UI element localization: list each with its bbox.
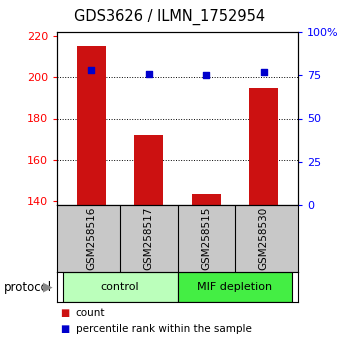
Text: ■: ■ [61, 308, 70, 318]
Text: MIF depletion: MIF depletion [197, 282, 272, 292]
Bar [177, 272, 292, 302]
Text: protocol: protocol [3, 280, 52, 293]
Text: GSM258516: GSM258516 [86, 207, 97, 270]
Text: GSM258517: GSM258517 [144, 207, 154, 270]
Bar [63, 272, 177, 302]
Point [146, 71, 152, 76]
Text: control: control [101, 282, 139, 292]
Point [261, 69, 266, 75]
Text: ■: ■ [61, 324, 70, 333]
Text: GDS3626 / ILMN_1752954: GDS3626 / ILMN_1752954 [74, 9, 266, 25]
Text: ▶: ▶ [44, 280, 53, 293]
Point [203, 73, 209, 78]
Bar [249, 87, 278, 205]
Bar [192, 194, 221, 205]
Text: percentile rank within the sample: percentile rank within the sample [76, 324, 252, 333]
Point [89, 67, 94, 73]
Text: GSM258530: GSM258530 [259, 207, 269, 270]
Text: GSM258515: GSM258515 [201, 207, 211, 270]
Bar [134, 135, 163, 205]
Bar [77, 46, 106, 205]
Text: count: count [76, 308, 105, 318]
